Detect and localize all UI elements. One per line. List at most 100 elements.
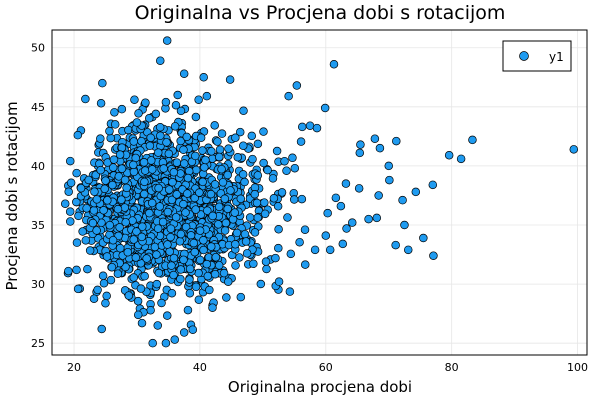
data-point xyxy=(179,199,188,209)
data-point xyxy=(428,180,438,190)
data-point xyxy=(329,60,339,69)
data-point xyxy=(154,268,164,278)
y-tick-label: 50 xyxy=(31,42,45,55)
y-tick-label: 40 xyxy=(31,160,45,173)
data-point xyxy=(300,225,310,234)
data-point xyxy=(370,134,380,143)
y-tick-labels: 25 30 35 40 45 50 xyxy=(31,42,45,350)
data-point xyxy=(342,224,351,233)
data-point xyxy=(214,152,224,162)
data-point xyxy=(404,245,413,255)
data-point xyxy=(260,209,270,219)
data-point xyxy=(103,196,112,205)
x-tick-label: 100 xyxy=(567,361,588,374)
data-point xyxy=(190,193,199,203)
data-point xyxy=(72,168,81,178)
data-point xyxy=(60,199,70,208)
data-point xyxy=(129,167,139,177)
data-point xyxy=(217,164,226,174)
data-point xyxy=(354,184,364,193)
data-point xyxy=(310,245,320,255)
data-point xyxy=(223,170,232,180)
data-point xyxy=(153,148,163,157)
data-point xyxy=(210,180,220,189)
data-point xyxy=(242,249,252,258)
data-point xyxy=(78,227,87,236)
data-point xyxy=(98,271,108,281)
data-point xyxy=(147,198,157,208)
data-point xyxy=(130,95,139,104)
data-point xyxy=(162,138,171,147)
data-point xyxy=(179,328,189,337)
data-point xyxy=(105,220,114,230)
data-point xyxy=(97,324,106,334)
data-point xyxy=(137,232,147,242)
data-point xyxy=(155,122,165,132)
data-point xyxy=(288,153,297,163)
data-point xyxy=(107,262,117,272)
data-point xyxy=(157,298,166,308)
data-point xyxy=(284,91,293,101)
data-point xyxy=(170,335,179,344)
data-point xyxy=(194,295,204,305)
data-point xyxy=(262,264,271,274)
data-point xyxy=(231,261,240,270)
data-point xyxy=(185,275,194,284)
y-tick-label: 30 xyxy=(31,278,45,291)
data-point xyxy=(105,126,114,136)
data-point xyxy=(411,187,421,197)
data-point xyxy=(161,97,171,107)
data-point xyxy=(210,269,220,279)
data-point xyxy=(145,141,155,151)
data-point xyxy=(165,247,174,256)
y-tick-label: 25 xyxy=(31,337,45,350)
data-point xyxy=(81,236,91,245)
data-point xyxy=(419,233,428,243)
data-point xyxy=(89,294,99,303)
data-point xyxy=(99,206,108,215)
data-point xyxy=(331,193,341,203)
data-point xyxy=(259,127,268,136)
data-point xyxy=(207,147,216,156)
data-point xyxy=(392,136,401,146)
data-point xyxy=(153,321,162,330)
data-point xyxy=(85,246,95,255)
data-point xyxy=(124,125,133,135)
data-point xyxy=(165,185,174,194)
data-point xyxy=(89,206,99,215)
data-point xyxy=(121,218,130,227)
data-point xyxy=(106,275,116,285)
data-point xyxy=(66,156,75,166)
data-point xyxy=(236,292,246,302)
data-point xyxy=(195,188,204,197)
data-point xyxy=(131,253,141,262)
data-point xyxy=(117,104,127,114)
data-point xyxy=(83,264,92,274)
data-point xyxy=(189,238,199,248)
data-point xyxy=(145,114,154,123)
data-point xyxy=(259,158,268,168)
data-point xyxy=(273,202,283,211)
data-point xyxy=(132,227,141,236)
data-point xyxy=(64,187,73,197)
data-point xyxy=(179,69,189,78)
data-point xyxy=(96,134,105,143)
data-point xyxy=(169,168,179,177)
data-point xyxy=(202,259,212,269)
data-point xyxy=(115,243,125,253)
data-point xyxy=(167,288,177,298)
data-point xyxy=(297,122,307,132)
data-point xyxy=(199,73,208,82)
data-point xyxy=(133,296,143,306)
data-point xyxy=(235,253,244,262)
data-point xyxy=(468,135,477,145)
data-point xyxy=(240,177,249,187)
data-point xyxy=(280,156,289,166)
data-point xyxy=(236,194,246,204)
data-point xyxy=(115,223,124,232)
data-point xyxy=(198,177,207,187)
data-point xyxy=(73,284,83,294)
data-point xyxy=(285,287,295,296)
data-point xyxy=(252,198,262,208)
data-point xyxy=(146,133,155,143)
